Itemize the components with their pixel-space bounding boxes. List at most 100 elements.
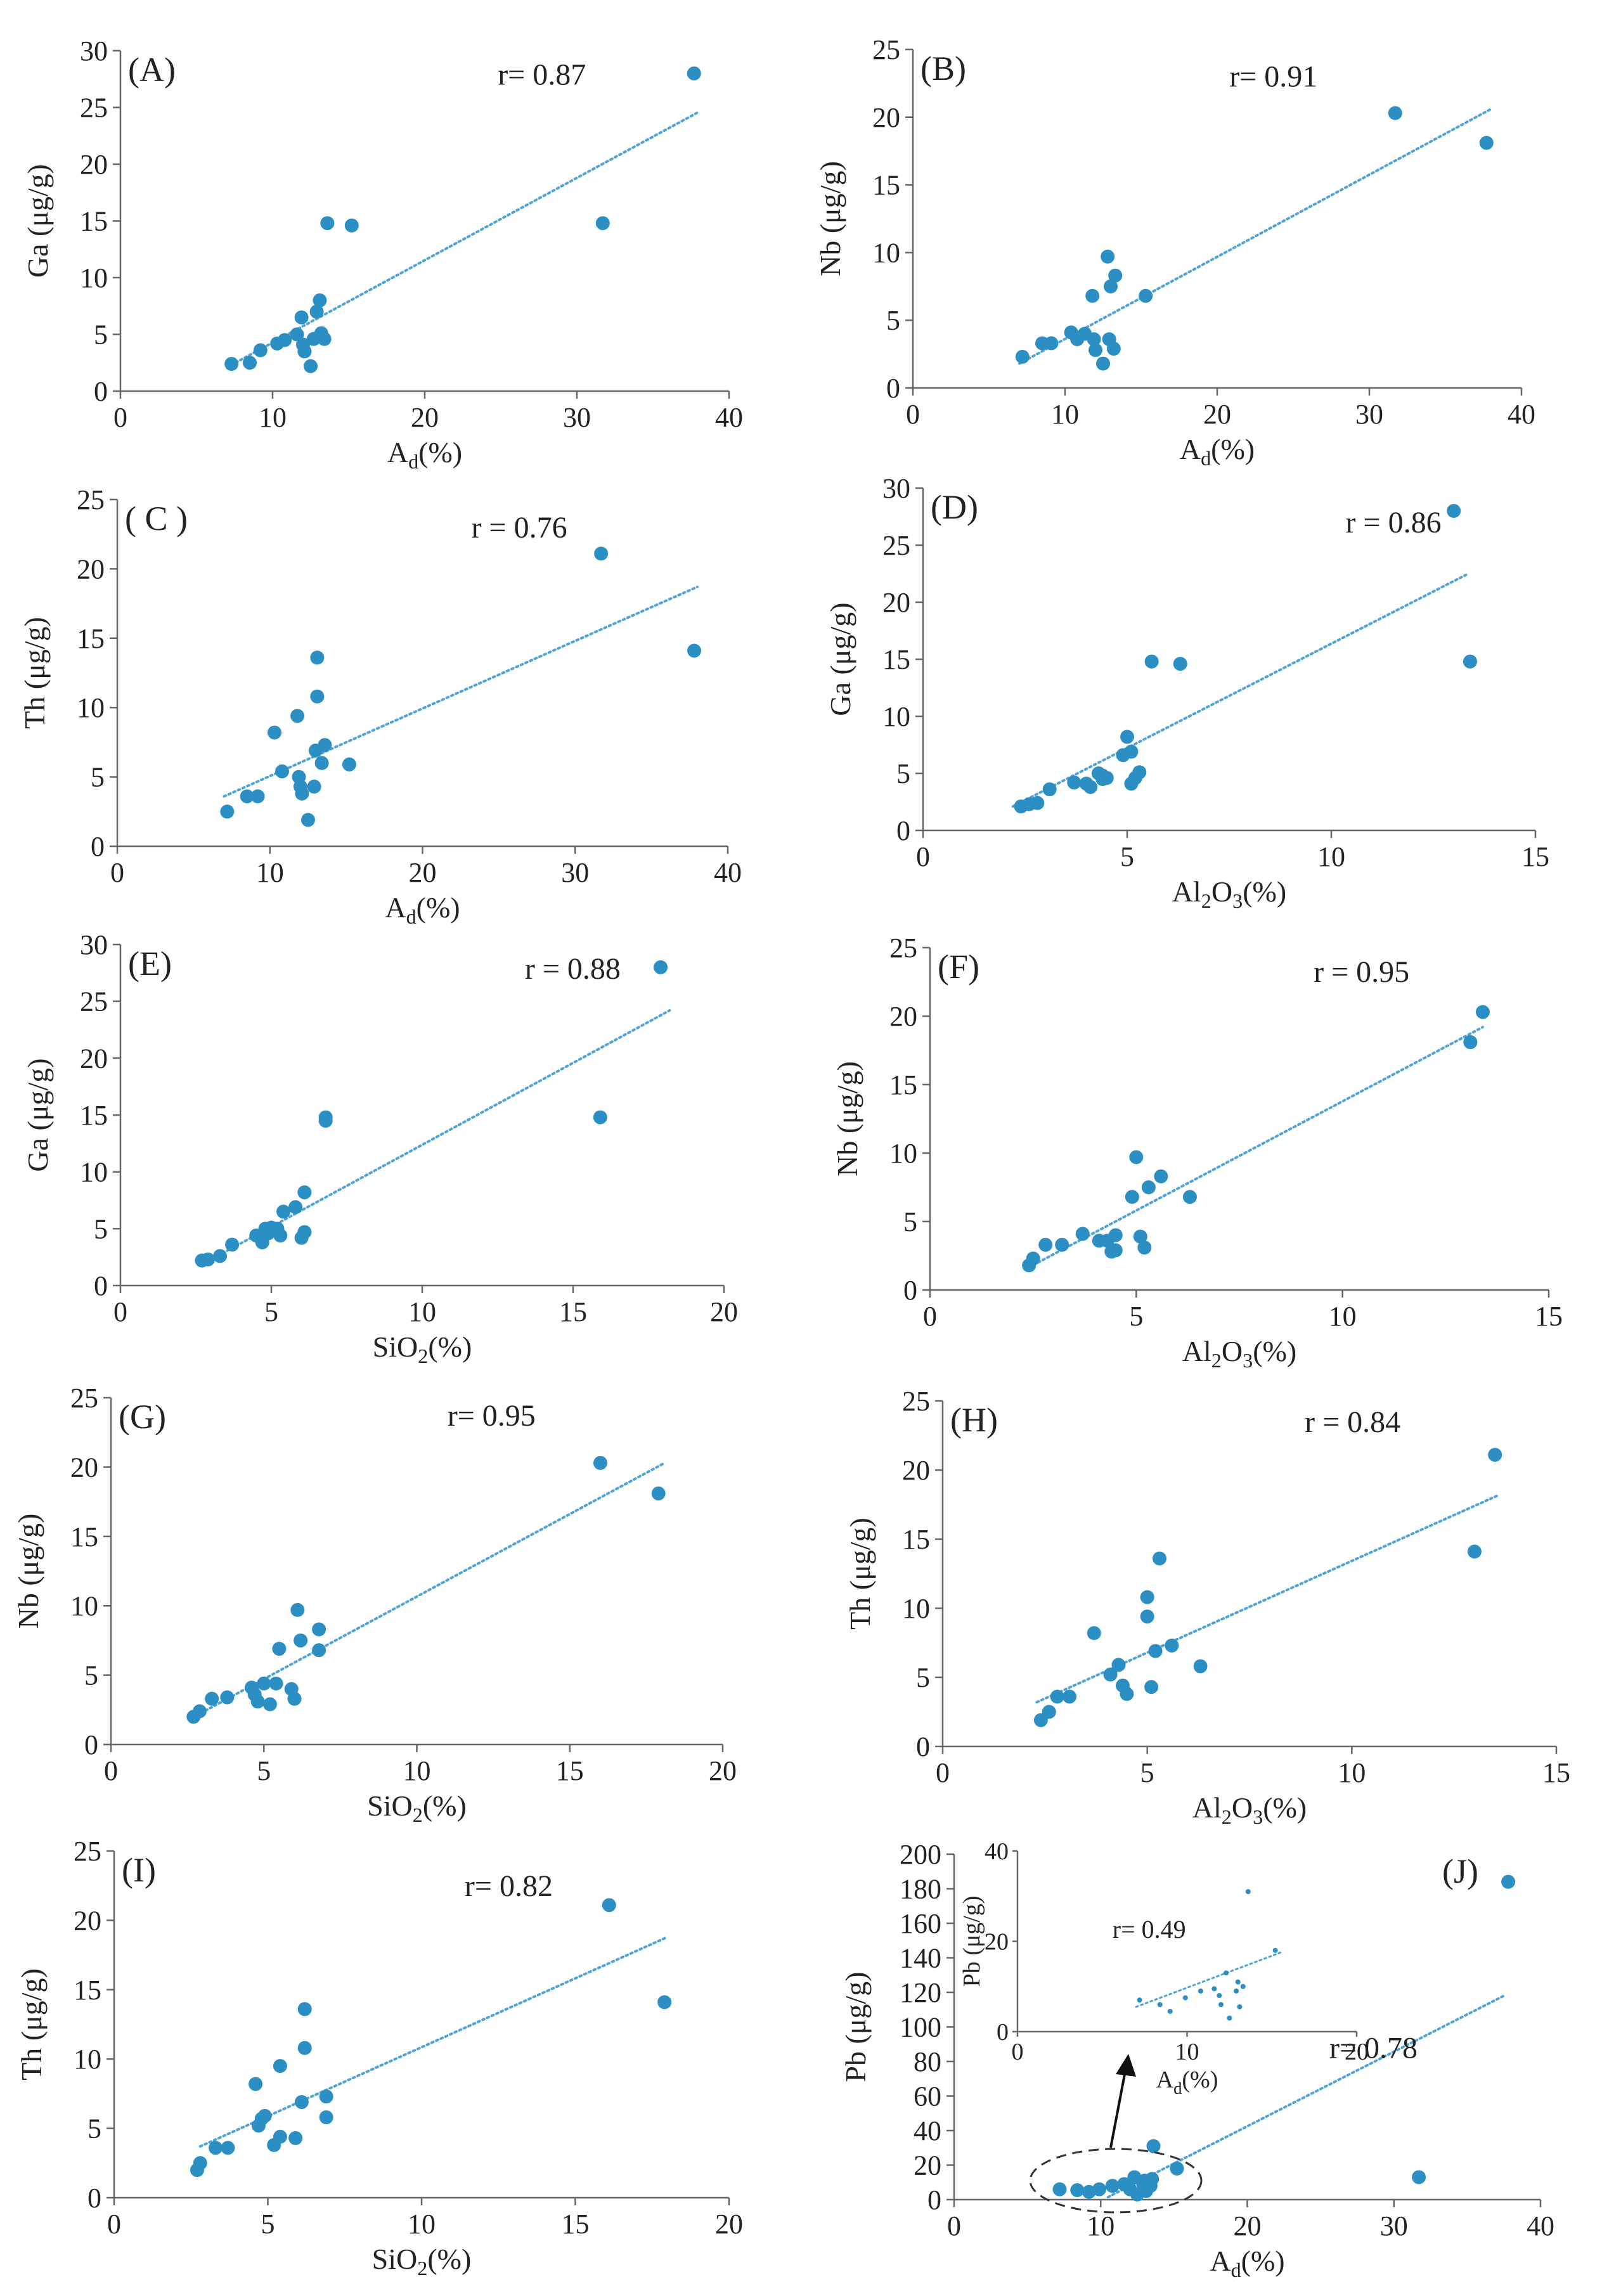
x-tick-label: 30 (561, 857, 589, 888)
data-point (295, 786, 309, 801)
x-tick-label: 15 (562, 2209, 590, 2240)
y-axis-label: Nb (μg/g) (831, 1061, 863, 1177)
data-point (1124, 744, 1139, 759)
data-point (257, 2108, 272, 2123)
panel-b: 0 10 20 30 40 0 5 10 15 20 25 Ad(%) Nb (μg/g) (B) r= 0… (814, 34, 1535, 470)
data-point (276, 1204, 291, 1219)
y-tick-label: 20 (872, 102, 900, 133)
y-tick-label: 5 (916, 1662, 930, 1693)
x-tick-label: 0 (1012, 2039, 1024, 2065)
x-tick-label: 30 (1380, 2210, 1408, 2241)
x-tick-label: 20 (1345, 2039, 1369, 2065)
data-point (192, 1704, 207, 1719)
x-tick-label: 15 (559, 1296, 587, 1327)
data-point (1475, 1005, 1490, 1019)
x-tick-label: 0 (104, 1755, 118, 1786)
data-point (1052, 2182, 1067, 2196)
data-point (1050, 1689, 1064, 1704)
y-tick-label: 20 (80, 149, 108, 180)
data-point (1182, 1190, 1197, 1204)
y-tick-label: 5 (903, 1206, 917, 1237)
data-point (1173, 657, 1187, 671)
x-tick-label: 5 (1140, 1757, 1154, 1788)
data-point (1144, 654, 1159, 669)
y-tick-label: 10 (80, 1157, 108, 1188)
x-tick-label: 0 (947, 2210, 961, 2241)
data-point (201, 1252, 216, 1267)
x-tick-label: 0 (923, 1301, 937, 1332)
panel-a: 0 10 20 30 40 0 5 10 15 20 25 30 Ad(%) Ga (μg/g) (A) r=… (22, 35, 743, 473)
y-tick-label: 0 (84, 1729, 98, 1760)
data-point (1388, 106, 1402, 120)
data-point (209, 2141, 223, 2155)
y-tick-label: 0 (886, 373, 900, 404)
y-axis-label: Nb (μg/g) (814, 161, 846, 276)
x-tick-label: 20 (710, 1296, 738, 1327)
y-tick-label: 5 (94, 1213, 108, 1244)
y-tick-label: 0 (997, 2019, 1009, 2046)
panel-c: 0 10 20 30 40 0 5 10 15 20 25 Ad(%) Th (μg/g) ( C ) r … (18, 484, 742, 928)
data-point (1101, 249, 1115, 264)
data-point (1144, 1680, 1159, 1694)
data-point (1129, 1150, 1144, 1164)
trend-line (226, 110, 700, 369)
y-tick-label: 20 (70, 1452, 98, 1483)
data-point (1038, 1237, 1053, 1252)
data-point (1092, 2182, 1106, 2196)
y-tick-label: 15 (889, 1069, 917, 1100)
x-tick-label: 40 (714, 857, 742, 888)
x-tick-label: 10 (256, 857, 284, 888)
data-point (312, 1643, 326, 1658)
data-point (294, 310, 309, 325)
data-point (288, 2131, 303, 2145)
x-axis-label: Al2O3(%) (1192, 1791, 1307, 1828)
data-point (1096, 356, 1110, 371)
data-point (1015, 349, 1030, 364)
x-tick-label: 20 (1234, 2210, 1262, 2241)
y-tick-label: 120 (900, 1977, 941, 2008)
y-tick-label: 25 (70, 1383, 98, 1414)
data-point (1170, 2161, 1184, 2176)
panel-label: (G) (119, 1398, 166, 1436)
data-point (1103, 1667, 1118, 1682)
y-tick-label: 15 (902, 1524, 930, 1555)
data-point (1234, 1988, 1239, 1994)
data-point (262, 1697, 277, 1712)
correlation-label: r = 0.84 (1305, 1405, 1400, 1439)
data-point (1139, 288, 1153, 303)
data-point (1211, 1986, 1217, 1992)
data-point (297, 1185, 312, 1199)
data-point (318, 738, 332, 752)
data-point (344, 218, 359, 233)
data-point (294, 2095, 309, 2110)
data-point (294, 1633, 308, 1648)
trend-line (1106, 1994, 1506, 2198)
data-point (1075, 1227, 1090, 1241)
data-point (1063, 1689, 1077, 1704)
data-point (288, 1200, 303, 1215)
data-point (654, 960, 668, 974)
data-point (1447, 504, 1461, 518)
x-tick-label: 10 (1329, 1301, 1357, 1332)
data-point (1055, 1237, 1069, 1252)
panel-i: 0 5 10 15 20 0 5 10 15 20 25 SiO2(%) Th (μg/g) (I) r= … (15, 1836, 743, 2280)
data-point (651, 1486, 666, 1500)
x-tick-label: 15 (556, 1755, 584, 1786)
data-point (317, 332, 332, 346)
data-point (1198, 1988, 1203, 1994)
correlation-label: r = 0.86 (1346, 506, 1442, 539)
panel-label: (F) (938, 948, 979, 986)
data-point (1240, 1983, 1246, 1989)
y-tick-label: 10 (872, 237, 900, 268)
y-axis-label: Ga (μg/g) (824, 602, 856, 716)
x-tick-label: 10 (408, 1296, 436, 1327)
y-tick-label: 20 (80, 1043, 108, 1074)
data-point (1125, 1190, 1139, 1204)
y-tick-label: 0 (903, 1275, 917, 1306)
y-axis-label: Th (μg/g) (15, 1968, 48, 2080)
y-tick-label: 25 (74, 1836, 101, 1867)
y-tick-label: 0 (916, 1731, 930, 1762)
y-tick-label: 15 (74, 1975, 101, 2006)
data-point (304, 359, 318, 373)
